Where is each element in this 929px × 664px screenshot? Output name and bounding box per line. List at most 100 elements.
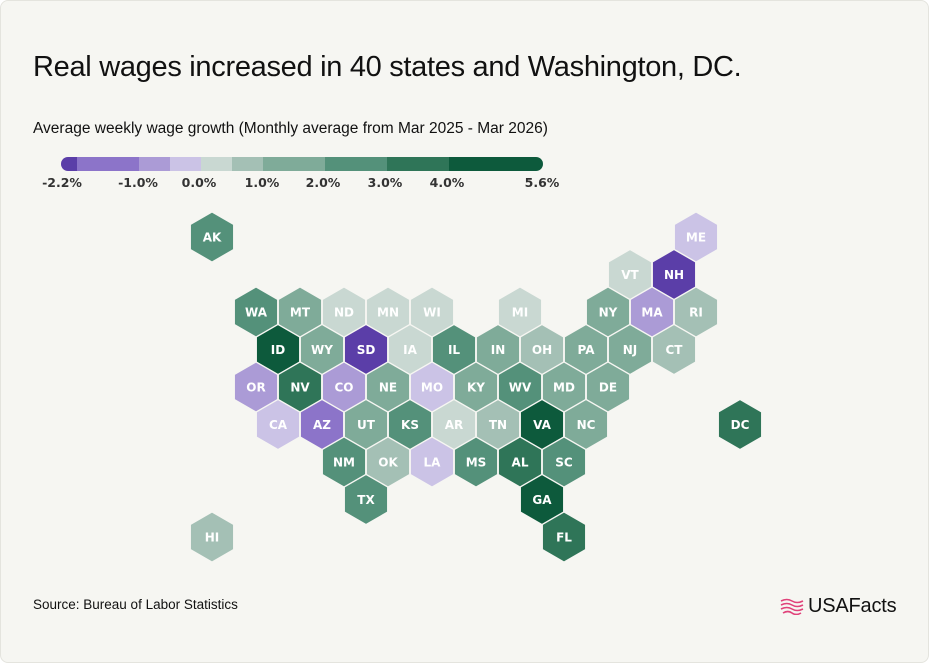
legend-segment [232, 157, 264, 171]
state-hex-ar: AR [431, 398, 477, 451]
state-label: OH [532, 343, 552, 357]
legend-tick-label: -2.2% [42, 175, 82, 190]
legend-tick-label: 2.0% [305, 175, 341, 190]
chart-subtitle: Average weekly wage growth (Monthly aver… [33, 120, 548, 137]
legend-tick-label: 5.6% [524, 175, 560, 190]
legend-color-scale [61, 157, 543, 171]
state-label: OK [378, 456, 398, 470]
source-note: Source: Bureau of Labor Statistics [33, 597, 238, 612]
state-hex-shape [541, 511, 587, 563]
state-label: MD [553, 381, 575, 395]
state-hex-mi: MI [497, 286, 543, 338]
state-label: VT [621, 268, 639, 282]
state-hex-shape [717, 398, 763, 451]
state-label: WA [245, 306, 268, 320]
state-label: AK [203, 231, 222, 245]
state-hex-nc: NC [563, 398, 609, 451]
state-label: AZ [313, 418, 331, 432]
legend-tick-label: -1.0% [118, 175, 158, 190]
state-label: RI [689, 306, 703, 320]
state-hex-dc: DC [717, 398, 763, 451]
state-hex-nv: NV [277, 361, 323, 413]
state-hex-me: ME [673, 211, 719, 263]
state-hex-in: IN [475, 323, 521, 376]
state-label: MT [290, 306, 311, 320]
state-hex-wy: WY [299, 323, 345, 376]
state-hex-shape [651, 323, 697, 376]
state-hex-ut: UT [343, 398, 389, 451]
state-label: CA [269, 418, 288, 432]
state-label: NM [333, 456, 355, 470]
state-hex-ct: CT [651, 323, 697, 376]
state-hex-shape [189, 211, 235, 263]
brand-name: USAFacts [808, 594, 897, 617]
state-hex-shape [189, 511, 235, 563]
legend-tick-label: 4.0% [429, 175, 465, 190]
state-hex-va: VA [519, 398, 565, 451]
state-hex-fl: FL [541, 511, 587, 563]
state-label: MI [512, 306, 528, 320]
flag-icon [780, 598, 804, 615]
state-hex-id: ID [255, 323, 301, 376]
state-label: NJ [623, 343, 638, 357]
state-label: TX [357, 493, 375, 507]
legend-segment [263, 157, 326, 171]
state-label: KY [467, 381, 485, 395]
state-label: KS [401, 418, 419, 432]
state-label: HI [205, 531, 220, 545]
state-label: AR [445, 418, 464, 432]
state-hex-shape [453, 436, 499, 488]
state-hex-az: AZ [299, 398, 345, 451]
state-label: NC [577, 418, 596, 432]
legend-segment [201, 157, 233, 171]
state-hex-wa: WA [233, 286, 279, 338]
brand-logo: USAFacts [780, 593, 897, 619]
state-hex-ri: RI [673, 286, 719, 338]
state-label: MO [421, 381, 443, 395]
state-label: WI [423, 306, 441, 320]
state-label: DC [731, 418, 750, 432]
state-hex-shape [343, 473, 389, 526]
state-hex-pa: PA [563, 323, 609, 376]
state-label: AL [512, 456, 529, 470]
state-hex-ma: MA [629, 286, 675, 338]
state-hex-mo: MO [409, 361, 455, 413]
legend-segment [449, 157, 543, 171]
state-hex-de: DE [585, 361, 631, 413]
state-hex-ca: CA [255, 398, 301, 451]
state-label: IA [403, 343, 417, 357]
state-label: IN [491, 343, 506, 357]
legend-tick-labels: -2.2% -1.0% 0.0% 1.0% 2.0% 3.0% 4.0% 5.6% [1, 175, 929, 195]
state-label: SD [357, 343, 376, 357]
legend-segment [61, 157, 78, 171]
state-label: DE [599, 381, 617, 395]
state-label: FL [556, 531, 572, 545]
state-label: OR [246, 381, 265, 395]
state-label: ME [686, 231, 706, 245]
legend-tick-label: 0.0% [181, 175, 217, 190]
state-hex-shape [409, 436, 455, 488]
legend-tick-label: 1.0% [244, 175, 280, 190]
state-label: GA [532, 493, 552, 507]
state-label: CT [666, 343, 684, 357]
legend-segment [325, 157, 388, 171]
state-label: MS [466, 456, 487, 470]
state-label: NV [290, 381, 310, 395]
state-hex-vt: VT [607, 248, 653, 301]
state-label: VA [533, 418, 551, 432]
state-hex-oh: OH [519, 323, 565, 376]
state-label: CO [334, 381, 353, 395]
state-label: UT [357, 418, 376, 432]
state-label: ND [334, 306, 354, 320]
state-hex-ms: MS [453, 436, 499, 488]
state-label: MN [377, 306, 399, 320]
state-label: NH [664, 268, 684, 282]
state-label: NY [599, 306, 618, 320]
state-hex-tx: TX [343, 473, 389, 526]
chart-title: Real wages increased in 40 states and Wa… [33, 51, 742, 83]
state-label: LA [424, 456, 442, 470]
state-label: IL [448, 343, 460, 357]
state-hex-hi: HI [189, 511, 235, 563]
